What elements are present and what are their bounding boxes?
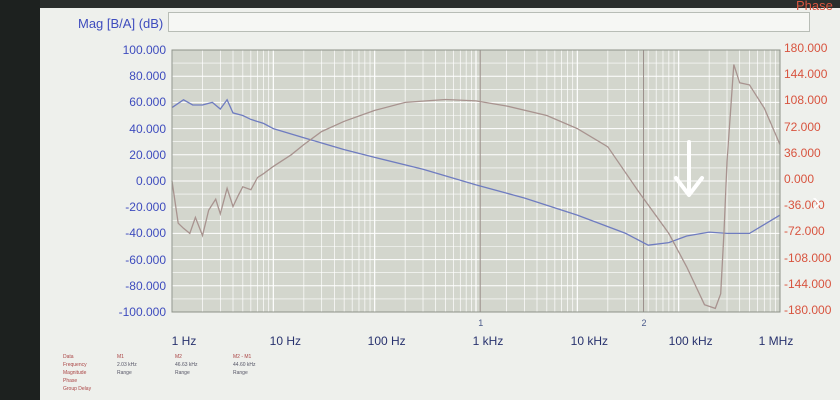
right-tick-label: 180.000	[784, 41, 828, 55]
row-label: Frequency	[63, 362, 87, 368]
right-tick-label: 144.000	[784, 67, 828, 82]
row-label: Magnitude	[63, 370, 87, 376]
trace-title-box[interactable]	[168, 12, 810, 32]
right-tick-label: 36.000	[784, 145, 821, 160]
left-tick-label: 0.000	[135, 174, 166, 188]
delta-frequency: 44.60 kHz	[233, 362, 256, 368]
right-tick-label: -180.000	[784, 303, 832, 317]
marker-lines	[479, 50, 645, 312]
phase-line	[171, 64, 781, 310]
left-tick-label: -20.000	[125, 200, 166, 215]
left-tick-label: 100.000	[122, 43, 166, 57]
right-tick-label: 72.000	[784, 119, 821, 134]
x-tick-label: 1 MHz	[758, 334, 794, 348]
right-axis-title: Phase	[796, 0, 833, 13]
table-header: M2 - M1	[233, 354, 252, 360]
left-tick-label: 40.000	[129, 121, 166, 136]
range-text: Range	[117, 370, 132, 376]
marker-label: 2	[641, 318, 647, 328]
plot-border	[171, 49, 781, 313]
left-tick-label: -80.000	[125, 278, 166, 293]
right-tick-label: -144.000	[784, 276, 832, 291]
magnitude-line	[171, 98, 781, 246]
left-tick-label: -40.000	[125, 226, 166, 241]
right-tick-label: -108.000	[784, 250, 832, 265]
next-chevron-icon[interactable]: ›	[812, 186, 822, 217]
m2-frequency: 46.63 kHz	[175, 362, 198, 368]
table-header: M1	[117, 354, 124, 360]
row-label: Phase	[63, 378, 78, 384]
left-axis-title: Mag [B/A] (dB)	[78, 16, 164, 31]
right-tick-label: -36.000	[784, 198, 825, 213]
left-tick-label: -60.000	[125, 252, 166, 267]
left-tick-label: -100.000	[118, 305, 166, 319]
down-arrow-icon	[672, 140, 706, 207]
range-text: Range	[233, 370, 248, 376]
row-label: Group Delay	[63, 386, 92, 392]
right-tick-label: 0.000	[784, 172, 815, 186]
left-tick-label: 60.000	[129, 95, 166, 110]
monitor-bezel	[0, 0, 40, 400]
x-tick-label: 100 kHz	[668, 334, 713, 348]
table-header: M2	[175, 354, 182, 360]
right-tick-label: 108.000	[784, 93, 828, 108]
range-text: Range	[175, 370, 190, 376]
x-tick-label: 1 kHz	[472, 334, 504, 348]
marker-label: 1	[478, 318, 484, 328]
right-tick-label: -72.000	[784, 224, 825, 239]
x-tick-label: 10 Hz	[269, 334, 302, 348]
x-tick-label: 1 Hz	[171, 334, 197, 348]
m1-frequency: 2.03 kHz	[117, 362, 137, 368]
data-lines	[171, 64, 781, 310]
x-tick-label: 100 Hz	[367, 334, 406, 348]
table-header: Data	[63, 354, 74, 360]
left-tick-label: 80.000	[129, 69, 166, 84]
left-tick-label: 20.000	[129, 147, 166, 162]
marker-table: Data M1 M2 M2 - M1 Frequency Magnitude P…	[45, 348, 285, 400]
x-tick-label: 10 kHz	[570, 334, 609, 348]
